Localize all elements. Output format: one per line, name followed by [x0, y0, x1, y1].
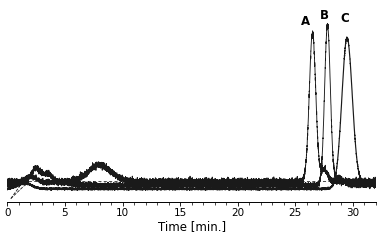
- Text: A: A: [301, 15, 310, 28]
- X-axis label: Time [min.]: Time [min.]: [158, 220, 226, 233]
- Text: B: B: [320, 9, 329, 22]
- Text: C: C: [340, 12, 349, 25]
